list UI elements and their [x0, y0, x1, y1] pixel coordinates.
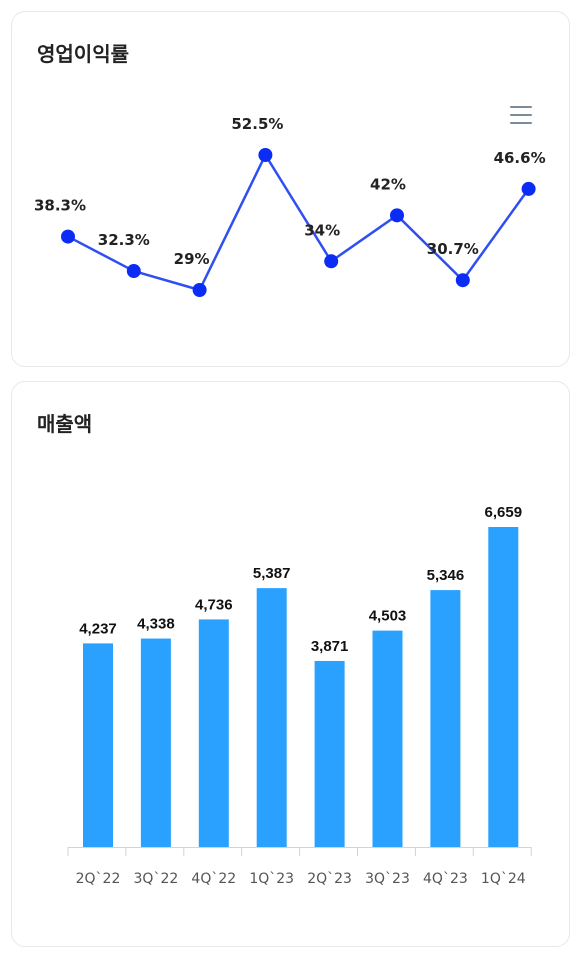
operating-margin-card: 영업이익률 — [11, 11, 570, 367]
revenue-card: 매출액 — [11, 381, 570, 947]
hamburger-menu-icon[interactable] — [510, 106, 532, 124]
revenue-title: 매출액 — [37, 412, 93, 436]
operating-margin-title: 영업이익률 — [37, 42, 129, 66]
